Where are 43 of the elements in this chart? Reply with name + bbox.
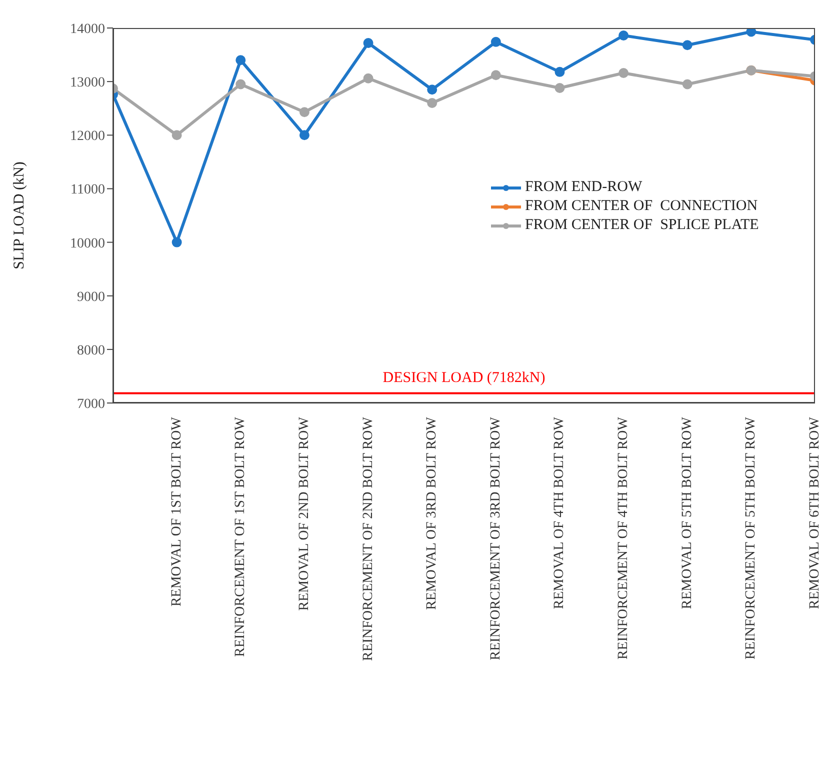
y-tick-label: 7000 [77,396,105,412]
y-tick-label: 11000 [70,182,105,198]
legend-label: FROM CENTER OF SPLICE PLATE [525,216,759,235]
x-tick-label: REMOVAL OF 1ST BOLT ROW [169,416,184,607]
point [236,79,246,90]
point [236,55,246,66]
x-tick-label: REMOVAL OF 3RD BOLT ROW [424,416,440,610]
point [172,130,182,140]
point [554,83,565,93]
legend-label: FROM END-ROW [525,178,642,197]
x-tick-label: REMOVAL OF 5TH BOLT ROW [680,416,695,610]
ref-line-label: DESIGN LOAD (7182kN) [382,370,546,386]
point [299,107,310,118]
point [682,79,692,90]
point [618,30,629,40]
point [363,38,374,48]
y-axis-title: SLIP LOAD (kN) [11,162,28,270]
point [618,68,629,78]
x-tick-label: REINFORCEMENT OF 4TH BOLT ROW [616,416,632,660]
y-tick-label: 8000 [77,343,105,358]
x-tick-label: REINFORCEMENT OF 1ST BOLT ROW [233,416,248,657]
x-tick-label: REMOVAL OF 4TH BOLT ROW [552,416,568,610]
point [299,130,310,140]
x-tick-label: REMOVAL OF 6TH BOLT ROW [808,416,822,610]
point [363,73,374,84]
x-tick-label: REINFORCEMENT OF 5TH BOLT ROW [744,416,759,660]
point [490,70,501,80]
x-tick-label: REINFORCEMENT OF 2ND BOLT ROW [360,416,376,661]
x-tick-label: REMOVAL OF 2ND BOLT ROW [296,416,312,611]
point [746,28,756,37]
y-tick-label: 14000 [70,22,105,37]
legend-label: FROM CENTER OF CONNECTION [525,197,758,216]
point [172,237,182,248]
y-tick-label: 12000 [70,129,105,144]
x-tick-label: REINFORCEMENT OF 3RD BOLT ROW [488,416,504,660]
y-tick-label: 10000 [70,236,105,252]
y-tick-label: 9000 [77,290,105,305]
point [682,40,692,50]
point [427,84,438,95]
point [490,36,501,47]
point [427,98,438,108]
y-tick-label: 13000 [70,76,105,91]
point [554,66,565,77]
